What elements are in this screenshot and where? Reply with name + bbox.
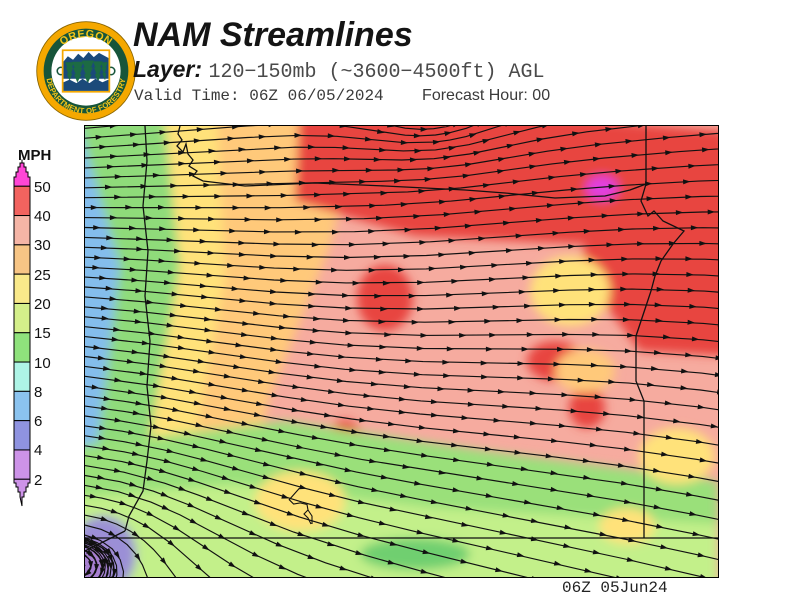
svg-text:30: 30 xyxy=(34,237,51,254)
svg-text:50: 50 xyxy=(34,179,51,196)
svg-text:4: 4 xyxy=(34,442,42,459)
svg-text:6: 6 xyxy=(34,413,42,430)
svg-text:20: 20 xyxy=(34,296,51,313)
svg-text:8: 8 xyxy=(34,384,42,401)
svg-text:15: 15 xyxy=(34,325,51,342)
svg-text:40: 40 xyxy=(34,208,51,225)
svg-text:10: 10 xyxy=(34,355,51,372)
svg-text:25: 25 xyxy=(34,267,51,284)
svg-text:2: 2 xyxy=(34,472,42,489)
